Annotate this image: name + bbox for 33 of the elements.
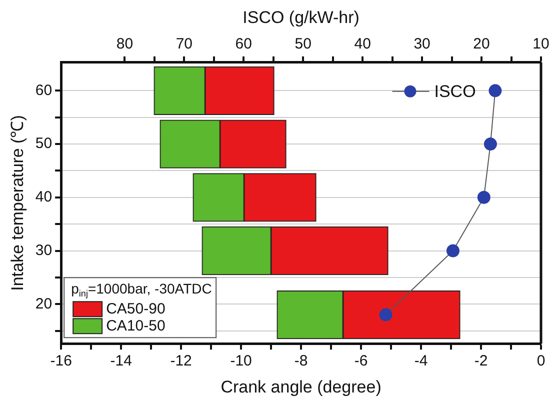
x2-tick-label: 60 [235, 36, 252, 53]
x2-tick-label: 40 [354, 36, 371, 53]
point [379, 308, 392, 322]
x-tick-label: -16 [50, 352, 72, 370]
x-tick-label: 0 [536, 352, 546, 370]
y-tick-label: 30 [35, 242, 52, 259]
legend-label: CA10-50 [106, 318, 166, 335]
x-tick-label: -10 [230, 352, 252, 370]
y-tick-label: 20 [35, 295, 52, 312]
x2-axis-title: ISCO (g/kW-hr) [242, 8, 360, 27]
legend-label: CA50-90 [106, 300, 166, 318]
x-tick-label: -8 [294, 352, 308, 370]
y-axis-title: Intake temperature (℃) [8, 115, 27, 291]
x-tick-label: -6 [354, 352, 368, 370]
y-tick-label: 60 [35, 82, 52, 99]
x-tick-label: -2 [474, 352, 488, 370]
point [484, 138, 497, 151]
x2-tick-label: 30 [414, 36, 430, 53]
x-tick-label: -4 [414, 352, 428, 370]
x-axis-title: Crank angle (degree) [220, 377, 382, 396]
y-tick-label: 40 [35, 188, 52, 206]
point [488, 84, 502, 98]
x-tick-label: -14 [110, 352, 132, 370]
x2-tick-label: 10 [532, 36, 550, 53]
x-tick-label: -12 [170, 352, 192, 370]
y-tick-label: 50 [35, 135, 52, 152]
x2-tick-label: 50 [294, 36, 312, 53]
legend-label: ISCO [434, 82, 476, 102]
x2-tick-label: 70 [176, 36, 193, 53]
x2-tick-label: 80 [116, 36, 134, 53]
point [446, 244, 460, 258]
x2-tick-label: 20 [473, 36, 490, 53]
point [477, 190, 490, 204]
